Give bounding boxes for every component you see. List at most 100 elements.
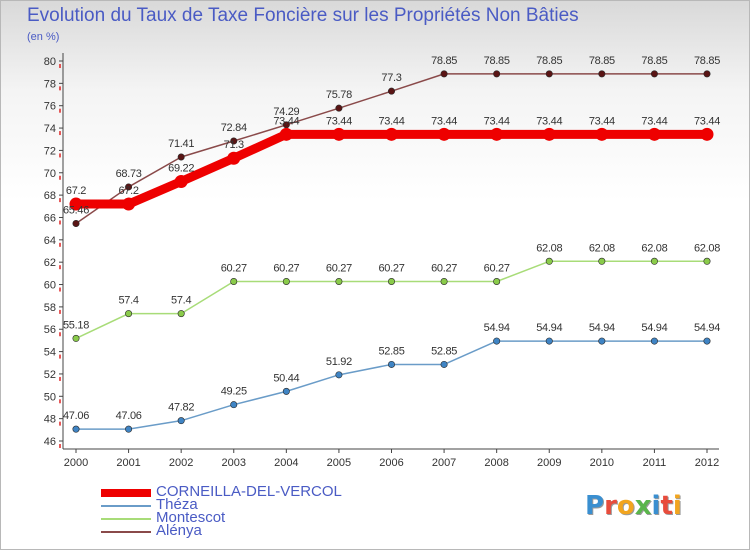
data-label-th-za: 47.06 bbox=[63, 410, 89, 422]
data-point-al-nya bbox=[177, 153, 185, 161]
data-label-al-nya: 68.73 bbox=[116, 168, 142, 180]
data-label-corneilla-del-vercol: 73.44 bbox=[431, 115, 457, 127]
chart-series-points bbox=[69, 70, 714, 433]
data-point-th-za bbox=[72, 425, 80, 433]
data-point-montescot bbox=[598, 257, 606, 265]
data-point-th-za bbox=[125, 425, 133, 433]
data-point-al-nya bbox=[440, 70, 448, 78]
data-point-th-za bbox=[598, 337, 606, 345]
data-label-th-za: 54.94 bbox=[641, 322, 667, 334]
data-point-montescot bbox=[72, 334, 80, 342]
y-tick-label: 60 bbox=[44, 280, 56, 292]
data-label-corneilla-del-vercol: 73.44 bbox=[536, 115, 562, 127]
data-point-th-za bbox=[703, 337, 711, 345]
data-label-montescot: 60.27 bbox=[273, 263, 299, 275]
data-point-corneilla-del-vercol bbox=[700, 127, 714, 141]
data-label-th-za: 51.92 bbox=[326, 356, 352, 368]
data-label-montescot: 55.18 bbox=[63, 319, 89, 331]
data-label-montescot: 62.08 bbox=[694, 242, 720, 254]
data-label-al-nya: 74.29 bbox=[273, 106, 299, 118]
data-point-al-nya bbox=[230, 137, 238, 145]
proxiti-logo: Proxiti bbox=[585, 491, 682, 521]
data-point-al-nya bbox=[387, 87, 395, 95]
data-label-corneilla-del-vercol: 71.3 bbox=[224, 139, 244, 151]
data-point-th-za bbox=[493, 337, 501, 345]
data-label-th-za: 52.85 bbox=[378, 345, 404, 357]
data-label-th-za: 54.94 bbox=[694, 322, 720, 334]
x-tick-label: 2008 bbox=[484, 457, 508, 469]
legend-label: Montescot bbox=[156, 509, 226, 526]
data-point-th-za bbox=[440, 360, 448, 368]
data-point-montescot bbox=[493, 278, 501, 286]
data-label-montescot: 60.27 bbox=[484, 263, 510, 275]
data-label-montescot: 62.08 bbox=[641, 242, 667, 254]
y-tick-label: 72 bbox=[44, 145, 56, 157]
data-label-corneilla-del-vercol: 73.44 bbox=[378, 115, 404, 127]
data-point-th-za bbox=[650, 337, 658, 345]
data-point-al-nya bbox=[650, 70, 658, 78]
data-label-th-za: 54.94 bbox=[536, 322, 562, 334]
legend-label: CORNEILLA-DEL-VERCOL bbox=[156, 483, 342, 500]
data-label-th-za: 47.06 bbox=[116, 410, 142, 422]
data-label-corneilla-del-vercol: 73.44 bbox=[641, 115, 667, 127]
data-point-al-nya bbox=[493, 70, 501, 78]
data-label-al-nya: 71.41 bbox=[168, 138, 194, 150]
legend-label: Théza bbox=[156, 496, 198, 513]
data-point-corneilla-del-vercol bbox=[542, 127, 556, 141]
data-label-al-nya: 78.85 bbox=[484, 55, 510, 67]
data-label-al-nya: 72.84 bbox=[221, 122, 247, 134]
y-tick-label: 48 bbox=[44, 414, 56, 426]
y-tick-label: 66 bbox=[44, 212, 56, 224]
data-point-montescot bbox=[650, 257, 658, 265]
data-point-al-nya bbox=[125, 183, 133, 191]
data-label-corneilla-del-vercol: 67.2 bbox=[118, 185, 138, 197]
data-label-th-za: 50.44 bbox=[273, 372, 299, 384]
y-tick-label: 52 bbox=[44, 369, 56, 381]
data-label-corneilla-del-vercol: 73.44 bbox=[589, 115, 615, 127]
data-point-montescot bbox=[387, 278, 395, 286]
chart-subtitle: (en %) bbox=[27, 31, 60, 43]
logo-letter: i bbox=[672, 491, 682, 521]
data-point-al-nya bbox=[703, 70, 711, 78]
chart-axes: 46 48 50 52 54 56 58 60 62 64 66 68 70 72 74 76 78 80 2000… bbox=[44, 53, 719, 469]
x-tick-label: 2012 bbox=[695, 457, 719, 469]
data-point-corneilla-del-vercol bbox=[122, 197, 136, 211]
legend-swatch bbox=[101, 505, 151, 507]
logo-letter: r bbox=[604, 491, 617, 521]
data-label-corneilla-del-vercol: 67.2 bbox=[66, 185, 86, 197]
y-tick-label: 64 bbox=[44, 235, 56, 247]
x-tick-label: 2003 bbox=[222, 457, 246, 469]
data-label-montescot: 57.4 bbox=[171, 295, 191, 307]
logo-letter: x bbox=[634, 491, 652, 521]
data-label-corneilla-del-vercol: 73.44 bbox=[694, 115, 720, 127]
data-point-th-za bbox=[387, 360, 395, 368]
data-point-corneilla-del-vercol bbox=[595, 127, 609, 141]
data-point-montescot bbox=[125, 310, 133, 318]
data-label-al-nya: 78.85 bbox=[589, 55, 615, 67]
y-tick-label: 56 bbox=[44, 324, 56, 336]
x-tick-label: 2004 bbox=[274, 457, 298, 469]
data-point-corneilla-del-vercol bbox=[490, 127, 504, 141]
data-label-al-nya: 78.85 bbox=[694, 55, 720, 67]
data-label-th-za: 49.25 bbox=[221, 386, 247, 398]
y-tick-label: 78 bbox=[44, 78, 56, 90]
chart-data-labels: 47.06 47.06 47.82 49.25 50.44 51.92 52.85 52.85… bbox=[63, 55, 721, 422]
x-tick-label: 2010 bbox=[590, 457, 614, 469]
data-label-corneilla-del-vercol: 73.44 bbox=[326, 115, 352, 127]
data-point-th-za bbox=[545, 337, 553, 345]
data-label-th-za: 52.85 bbox=[431, 345, 457, 357]
data-label-th-za: 47.82 bbox=[168, 402, 194, 414]
data-label-montescot: 60.27 bbox=[221, 263, 247, 275]
data-label-corneilla-del-vercol: 73.44 bbox=[484, 115, 510, 127]
y-tick-label: 50 bbox=[44, 391, 56, 403]
legend-swatch bbox=[101, 531, 151, 533]
data-point-corneilla-del-vercol bbox=[174, 174, 188, 188]
data-label-montescot: 60.27 bbox=[378, 263, 404, 275]
logo-letter: i bbox=[651, 491, 661, 521]
chart-title: Evolution du Taux de Taxe Foncière sur l… bbox=[27, 5, 579, 26]
data-label-al-nya: 77.3 bbox=[381, 72, 401, 84]
data-label-al-nya: 75.78 bbox=[326, 89, 352, 101]
data-label-corneilla-del-vercol: 69.22 bbox=[168, 162, 194, 174]
x-tick-label: 2002 bbox=[169, 457, 193, 469]
